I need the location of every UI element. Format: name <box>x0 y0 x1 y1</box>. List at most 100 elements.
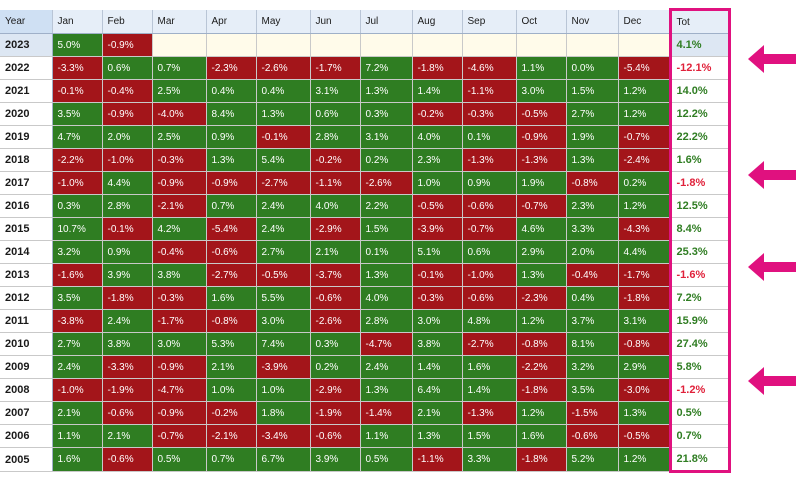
return-cell[interactable]: 2.4% <box>256 217 311 241</box>
table-row[interactable]: 2008 -1.0% -1.9% -4.7% 1.0% 1.0% -2.9% 1.3% 6.4%… <box>0 378 731 402</box>
return-cell[interactable]: 3.9% <box>310 447 361 472</box>
return-cell[interactable]: 1.1% <box>52 424 103 448</box>
return-cell[interactable]: -0.6% <box>462 194 517 218</box>
return-cell[interactable]: 2.1% <box>412 401 463 425</box>
return-cell[interactable]: 3.0% <box>516 79 567 103</box>
return-cell[interactable]: -1.7% <box>310 56 361 80</box>
return-cell[interactable]: 1.1% <box>360 424 413 448</box>
column-header-total[interactable]: Tot <box>668 8 731 34</box>
return-cell[interactable]: 2.0% <box>102 125 153 149</box>
year-cell[interactable]: 2022 <box>0 56 53 80</box>
return-cell[interactable]: -3.9% <box>256 355 311 379</box>
return-cell[interactable] <box>462 33 517 57</box>
return-cell[interactable]: 2.1% <box>206 355 257 379</box>
return-cell[interactable]: -3.0% <box>618 378 671 402</box>
return-cell[interactable]: 1.0% <box>412 171 463 195</box>
return-cell[interactable]: -0.4% <box>566 263 619 287</box>
return-cell[interactable]: -2.6% <box>256 56 311 80</box>
return-cell[interactable]: 2.9% <box>618 355 671 379</box>
return-cell[interactable]: 4.0% <box>412 125 463 149</box>
return-cell[interactable]: 3.5% <box>566 378 619 402</box>
return-cell[interactable]: -0.3% <box>412 286 463 310</box>
return-cell[interactable]: 5.3% <box>206 332 257 356</box>
return-cell[interactable]: -1.8% <box>102 286 153 310</box>
return-cell[interactable]: -2.6% <box>360 171 413 195</box>
return-cell[interactable]: -0.6% <box>462 286 517 310</box>
return-cell[interactable]: 0.9% <box>102 240 153 264</box>
return-cell[interactable]: 3.0% <box>412 309 463 333</box>
return-cell[interactable]: -0.4% <box>152 240 207 264</box>
return-cell[interactable]: 1.6% <box>206 286 257 310</box>
return-cell[interactable]: -3.9% <box>412 217 463 241</box>
return-cell[interactable]: -5.4% <box>618 56 671 80</box>
year-cell[interactable]: 2023 <box>0 33 53 57</box>
return-cell[interactable]: -4.7% <box>152 378 207 402</box>
column-header-month[interactable]: Jan <box>52 9 103 34</box>
return-cell[interactable]: 7.4% <box>256 332 311 356</box>
return-cell[interactable]: -2.1% <box>152 194 207 218</box>
return-cell[interactable]: -1.4% <box>360 401 413 425</box>
return-cell[interactable]: 4.8% <box>462 309 517 333</box>
return-cell[interactable]: -1.0% <box>462 263 517 287</box>
return-cell[interactable]: 3.8% <box>412 332 463 356</box>
return-cell[interactable]: 1.8% <box>256 401 311 425</box>
column-header-month[interactable]: Mar <box>152 9 207 34</box>
return-cell[interactable] <box>412 33 463 57</box>
return-cell[interactable] <box>618 33 671 57</box>
return-cell[interactable]: 1.1% <box>516 56 567 80</box>
table-row[interactable]: 2019 4.7% 2.0% 2.5% 0.9% -0.1% 2.8% 3.1% 4.0% 0.1… <box>0 125 731 149</box>
return-cell[interactable]: 1.5% <box>360 217 413 241</box>
year-cell[interactable]: 2008 <box>0 378 53 402</box>
total-cell[interactable]: -1.6% <box>668 263 731 287</box>
total-cell[interactable]: 12.2% <box>668 102 731 126</box>
return-cell[interactable]: 1.6% <box>516 424 567 448</box>
return-cell[interactable]: 3.8% <box>102 332 153 356</box>
table-row[interactable]: 2009 2.4% -3.3% -0.9% 2.1% -3.9% 0.2% 2.4% 1.4% 1… <box>0 355 731 379</box>
total-cell[interactable]: 7.2% <box>668 286 731 310</box>
return-cell[interactable]: 1.2% <box>618 79 671 103</box>
return-cell[interactable]: 3.9% <box>102 263 153 287</box>
return-cell[interactable]: 2.7% <box>52 332 103 356</box>
return-cell[interactable]: -0.3% <box>462 102 517 126</box>
return-cell[interactable]: -2.3% <box>516 286 567 310</box>
return-cell[interactable]: 0.5% <box>152 447 207 472</box>
return-cell[interactable]: -0.5% <box>412 194 463 218</box>
year-cell[interactable]: 2016 <box>0 194 53 218</box>
return-cell[interactable]: -0.1% <box>412 263 463 287</box>
return-cell[interactable]: -2.2% <box>52 148 103 172</box>
return-cell[interactable]: -3.4% <box>256 424 311 448</box>
return-cell[interactable]: 1.4% <box>462 378 517 402</box>
return-cell[interactable] <box>566 33 619 57</box>
return-cell[interactable]: -0.2% <box>412 102 463 126</box>
return-cell[interactable]: 1.6% <box>52 447 103 472</box>
return-cell[interactable]: 5.2% <box>566 447 619 472</box>
total-cell[interactable]: 0.7% <box>668 424 731 448</box>
return-cell[interactable]: 0.4% <box>206 79 257 103</box>
column-header-year[interactable]: Year <box>0 9 53 34</box>
return-cell[interactable]: 5.5% <box>256 286 311 310</box>
total-cell[interactable]: 27.4% <box>668 332 731 356</box>
return-cell[interactable]: 2.5% <box>152 125 207 149</box>
return-cell[interactable]: -0.1% <box>52 79 103 103</box>
return-cell[interactable]: 2.7% <box>256 240 311 264</box>
return-cell[interactable]: 3.1% <box>618 309 671 333</box>
return-cell[interactable]: -1.3% <box>462 148 517 172</box>
year-cell[interactable]: 2010 <box>0 332 53 356</box>
return-cell[interactable]: -0.1% <box>256 125 311 149</box>
return-cell[interactable]: 2.0% <box>566 240 619 264</box>
table-row[interactable]: 2010 2.7% 3.8% 3.0% 5.3% 7.4% 0.3% -4.7% 3.8% -2.… <box>0 332 731 356</box>
return-cell[interactable]: 0.5% <box>360 447 413 472</box>
return-cell[interactable]: -2.3% <box>206 56 257 80</box>
return-cell[interactable]: 0.7% <box>152 56 207 80</box>
return-cell[interactable]: 2.4% <box>256 194 311 218</box>
return-cell[interactable]: -0.3% <box>152 286 207 310</box>
column-header-month[interactable]: Sep <box>462 9 517 34</box>
return-cell[interactable] <box>360 33 413 57</box>
return-cell[interactable]: 0.3% <box>360 102 413 126</box>
return-cell[interactable]: 2.9% <box>516 240 567 264</box>
column-header-month[interactable]: Dec <box>618 9 671 34</box>
year-cell[interactable]: 2005 <box>0 447 53 472</box>
return-cell[interactable]: -0.6% <box>566 424 619 448</box>
year-cell[interactable]: 2011 <box>0 309 53 333</box>
return-cell[interactable]: -2.7% <box>256 171 311 195</box>
